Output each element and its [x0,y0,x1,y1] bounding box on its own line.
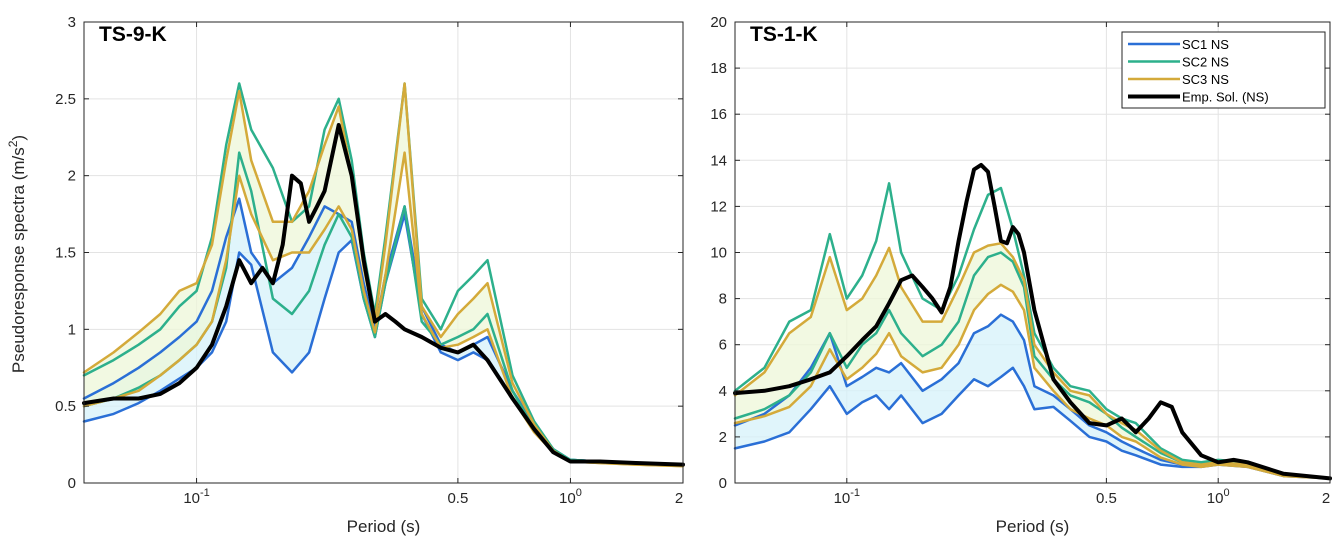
y-axis-label-close: ) [9,135,28,141]
band-sc3 [735,243,1330,479]
chart-panel-ts-1-k: 0 2 4 6 8 10 12 14 16 18 20 10-1 0.5 100 2 TS-1-K Peri… [710,14,1332,536]
y-tick-label: 1 [68,321,76,338]
x-tick-label: 2 [675,490,683,507]
y-tick-label: 8 [719,291,727,308]
tick-labels: 0 0.5 1 1.5 2 2.5 3 10-1 0.5 100 2 [55,14,684,507]
series-line-sc3-low [733,283,1332,480]
shaded-bands [84,83,683,467]
y-tick-label: 2.5 [55,91,76,108]
shaded-bands [735,243,1330,479]
y-tick-label: 0 [68,475,76,492]
y-axis-label-main: Pseudoresponse spectra (m/s [9,147,28,373]
y-tick-label: 3 [68,14,76,31]
x-tick-label: 0.5 [447,490,468,507]
x-tick-label: 0.5 [1096,490,1117,507]
band-sc3 [84,83,683,467]
y-tick-label: 1.5 [55,245,76,262]
legend: SC1 NS SC2 NS SC3 NS Emp. Sol. (NS) [1121,31,1326,109]
y-tick-label: 4 [719,383,727,400]
x-tick-label: 10-1 [183,487,209,507]
x-axis-label: Period (s) [347,517,421,536]
x-tick-label: 100 [559,487,582,507]
y-tick-label: 0 [719,475,727,492]
y-tick-label: 2 [719,429,727,446]
y-tick-label: 14 [710,152,727,169]
series-line-sc1-low [733,366,1332,480]
chart-panel-ts-9-k: 0 0.5 1 1.5 2 2.5 3 10-1 0.5 100 2 TS-9-K Period (… [6,14,685,536]
x-axis-label: Period (s) [996,517,1070,536]
series-line-sc3-high [733,242,1332,480]
y-axis-label: Pseudoresponse spectra (m/s2) [6,135,28,373]
panel-title: TS-1-K [750,23,818,46]
series-line-emp-sol-ns [733,162,1332,481]
legend-label-sc3-ns: SC3 NS [1182,72,1229,87]
x-tick-label: 2 [1322,490,1330,507]
y-tick-label: 2 [68,168,76,185]
y-tick-label: 18 [710,60,727,77]
band-sc1 [735,314,1330,479]
x-tick-label: 100 [1207,487,1230,507]
x-tick-label: 10-1 [834,487,860,507]
band-sc1 [84,198,683,465]
y-tick-label: 10 [710,245,727,262]
series-lines [82,82,685,468]
y-tick-label: 6 [719,337,727,354]
series-line-emp-sol-ns [82,123,685,467]
y-tick-label: 0.5 [55,398,76,415]
y-tick-label: 16 [710,106,727,123]
legend-label-sc2-ns: SC2 NS [1182,55,1229,70]
legend-label-emp-sol-ns: Emp. Sol. (NS) [1182,90,1269,105]
panel-title: TS-9-K [99,23,167,46]
y-tick-label: 12 [710,198,727,215]
tick-labels: 0 2 4 6 8 10 12 14 16 18 20 10-1 0.5 100 2 [710,14,1331,507]
series-lines [733,162,1332,481]
series-line-sc2-high [733,182,1332,480]
legend-label-sc1-ns: SC1 NS [1182,37,1229,52]
y-axis-label-superscript: 2 [6,140,20,147]
y-tick-label: 20 [710,14,727,31]
